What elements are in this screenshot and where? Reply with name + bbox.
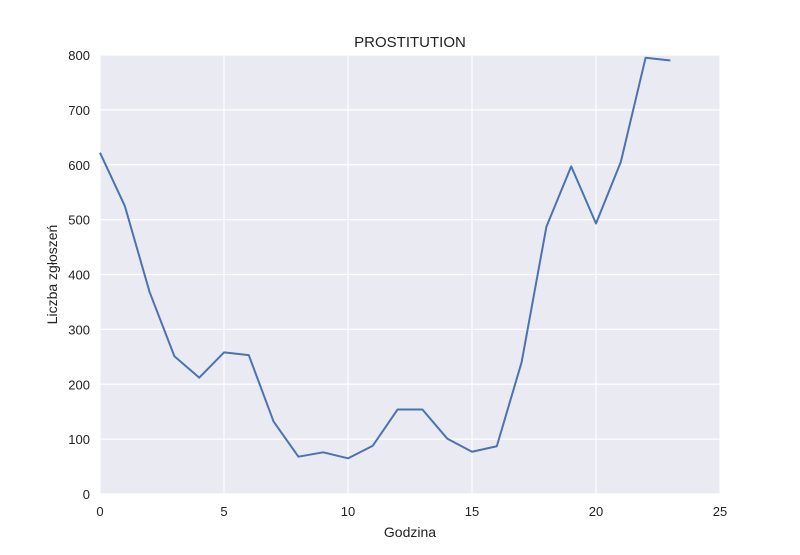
y-tick-label: 700 bbox=[68, 103, 90, 118]
x-tick-label: 5 bbox=[220, 504, 227, 519]
y-axis-label: Liczba zgłoszeń bbox=[44, 225, 60, 325]
y-tick-label: 500 bbox=[68, 213, 90, 228]
y-tick-label: 100 bbox=[68, 432, 90, 447]
y-tick-label: 800 bbox=[68, 48, 90, 63]
x-tick-label: 20 bbox=[589, 504, 603, 519]
x-axis-label: Godzina bbox=[384, 524, 436, 540]
y-tick-label: 300 bbox=[68, 322, 90, 337]
x-tick-label: 10 bbox=[341, 504, 355, 519]
series-layer bbox=[99, 56, 671, 460]
x-tick-label: 25 bbox=[713, 504, 727, 519]
tick-labels-layer: 0 5 10 15 20 25 0 100 200 300 400 500 600 700 800 bbox=[68, 48, 727, 519]
y-tick-label: 600 bbox=[68, 158, 90, 173]
y-tick-label: 200 bbox=[68, 377, 90, 392]
y-tick-label: 400 bbox=[68, 268, 90, 283]
chart-title: PROSTITUTION bbox=[354, 34, 466, 51]
grid-layer bbox=[99, 54, 721, 495]
series-line bbox=[99, 56, 671, 460]
y-tick-label: 0 bbox=[83, 487, 90, 502]
x-tick-label: 15 bbox=[465, 504, 479, 519]
x-tick-label: 0 bbox=[96, 504, 103, 519]
